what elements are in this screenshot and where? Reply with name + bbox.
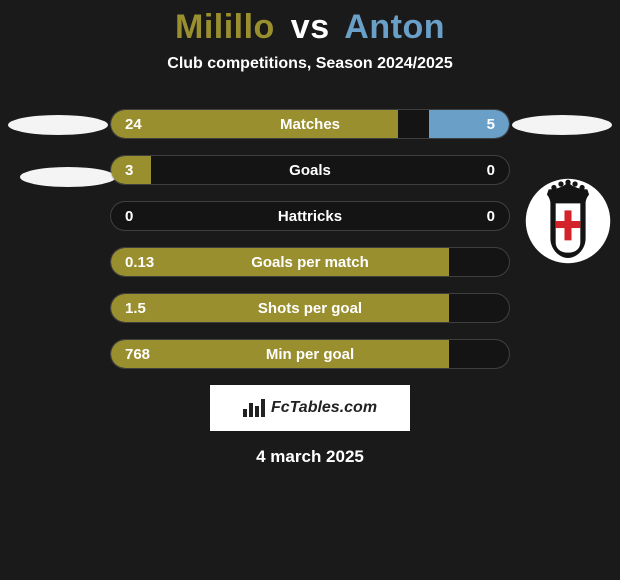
branding-badge: FcTables.com <box>210 385 410 431</box>
player2-club-badge <box>524 177 612 265</box>
player1-avatar <box>6 101 110 205</box>
stat-label: Matches <box>111 110 509 139</box>
stat-label: Hattricks <box>111 202 509 231</box>
stat-row: Shots per goal1.5 <box>110 293 510 323</box>
stat-row: Hattricks0 0 <box>110 201 510 231</box>
avatar-placeholder-icon <box>20 167 116 187</box>
title-vs: vs <box>291 8 330 46</box>
stat-value-right: 0 <box>487 202 495 231</box>
title-player2: Anton <box>344 8 445 46</box>
avatar-placeholder-icon <box>512 115 612 135</box>
date-label: 4 march 2025 <box>0 447 620 467</box>
stat-value-left: 0 <box>125 202 133 231</box>
stat-label: Goals per match <box>111 248 509 277</box>
title-player1: Milillo <box>175 8 275 46</box>
stat-value-left: 1.5 <box>125 294 146 323</box>
avatar-placeholder-icon <box>8 115 108 135</box>
comparison-area: Matches245Goals30Hattricks00Goals per ma… <box>0 109 620 369</box>
stat-value-left: 3 <box>125 156 133 185</box>
branding-text: FcTables.com <box>271 399 377 417</box>
stat-label: Shots per goal <box>111 294 509 323</box>
stats-table: Matches245Goals30Hattricks00Goals per ma… <box>110 109 510 369</box>
subtitle: Club competitions, Season 2024/2025 <box>0 55 620 73</box>
stat-row: Goals3 0 <box>110 155 510 185</box>
bars-icon <box>243 399 265 417</box>
stat-value-left: 0.13 <box>125 248 154 277</box>
stat-label: Min per goal <box>111 340 509 369</box>
stat-row: Matches24 5 <box>110 109 510 139</box>
stat-value-left: 24 <box>125 110 142 139</box>
stat-label: Goals <box>111 156 509 185</box>
stat-value-right: 0 <box>487 156 495 185</box>
stat-row: Goals per match0.13 <box>110 247 510 277</box>
stat-value-left: 768 <box>125 340 150 369</box>
stat-row: Min per goal768 <box>110 339 510 369</box>
page-title: Milillo vs Anton <box>0 8 620 47</box>
stat-value-right: 5 <box>487 110 495 139</box>
